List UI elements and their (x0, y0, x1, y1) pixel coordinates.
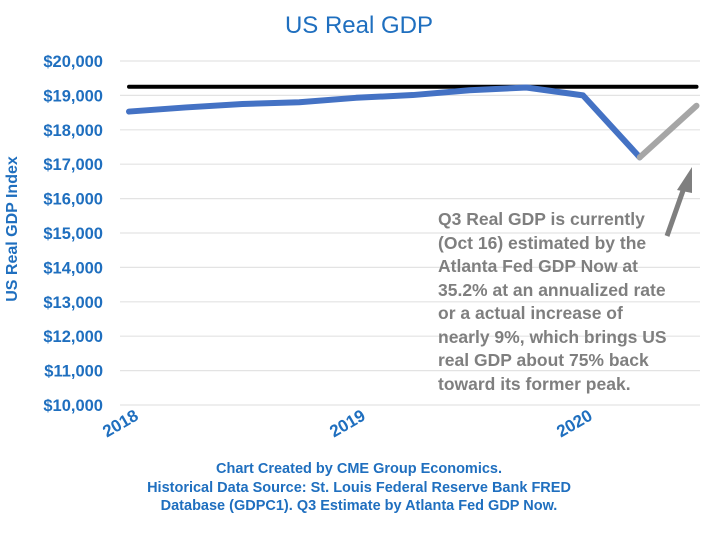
footer-line: Historical Data Source: St. Louis Federa… (147, 479, 571, 496)
q3-estimate-line (636, 102, 700, 161)
y-tick-label: $14,000 (43, 259, 103, 277)
annotation-text: Q3 Real GDP is currently (Oct 16) estima… (438, 208, 667, 396)
y-tick-label: $13,000 (43, 294, 103, 312)
x-tick-label: 2019 (326, 406, 368, 441)
annotation-line: (Oct 16) estimated by the (438, 232, 647, 253)
y-axis-label: US Real GDP Index (4, 156, 21, 302)
x-tick-label: 2018 (99, 406, 141, 441)
y-tick-label: $11,000 (44, 363, 103, 381)
y-tick-label: $18,000 (43, 122, 103, 140)
chart-title: US Real GDP (284, 12, 434, 39)
annotation-line: or a actual increase of (438, 303, 623, 323)
footer-line: Chart Created by CME Group Economics. (215, 461, 503, 477)
annotation-line: 35.2% at an annualized rate (438, 279, 666, 300)
historical-gdp-line (126, 84, 643, 161)
annotation-line: real GDP about 75% back (438, 350, 649, 370)
annotation-line: Atlanta Fed GDP Now at (438, 256, 638, 276)
y-tick-label: $19,000 (43, 87, 103, 105)
y-tick-label: $20,000 (43, 53, 103, 71)
annotation-line: nearly 9%, which brings US (438, 326, 667, 347)
y-tick-label: $15,000 (43, 225, 103, 243)
y-tick-label: $10,000 (43, 397, 103, 415)
footer-line: Database (GDPC1). Q3 Estimate by Atlanta… (160, 498, 558, 514)
chart-footer: Chart Created by CME Group Economics. Hi… (0, 460, 718, 516)
annotation-line: toward its former peak. (438, 373, 631, 394)
x-tick-label: 2020 (553, 406, 595, 441)
annotation-arrow (664, 167, 692, 237)
y-tick-label: $17,000 (43, 156, 103, 174)
y-tick-label: $16,000 (43, 191, 103, 209)
y-tick-label: $12,000 (43, 328, 103, 346)
annotation-line: Q3 Real GDP is currently (438, 209, 645, 229)
